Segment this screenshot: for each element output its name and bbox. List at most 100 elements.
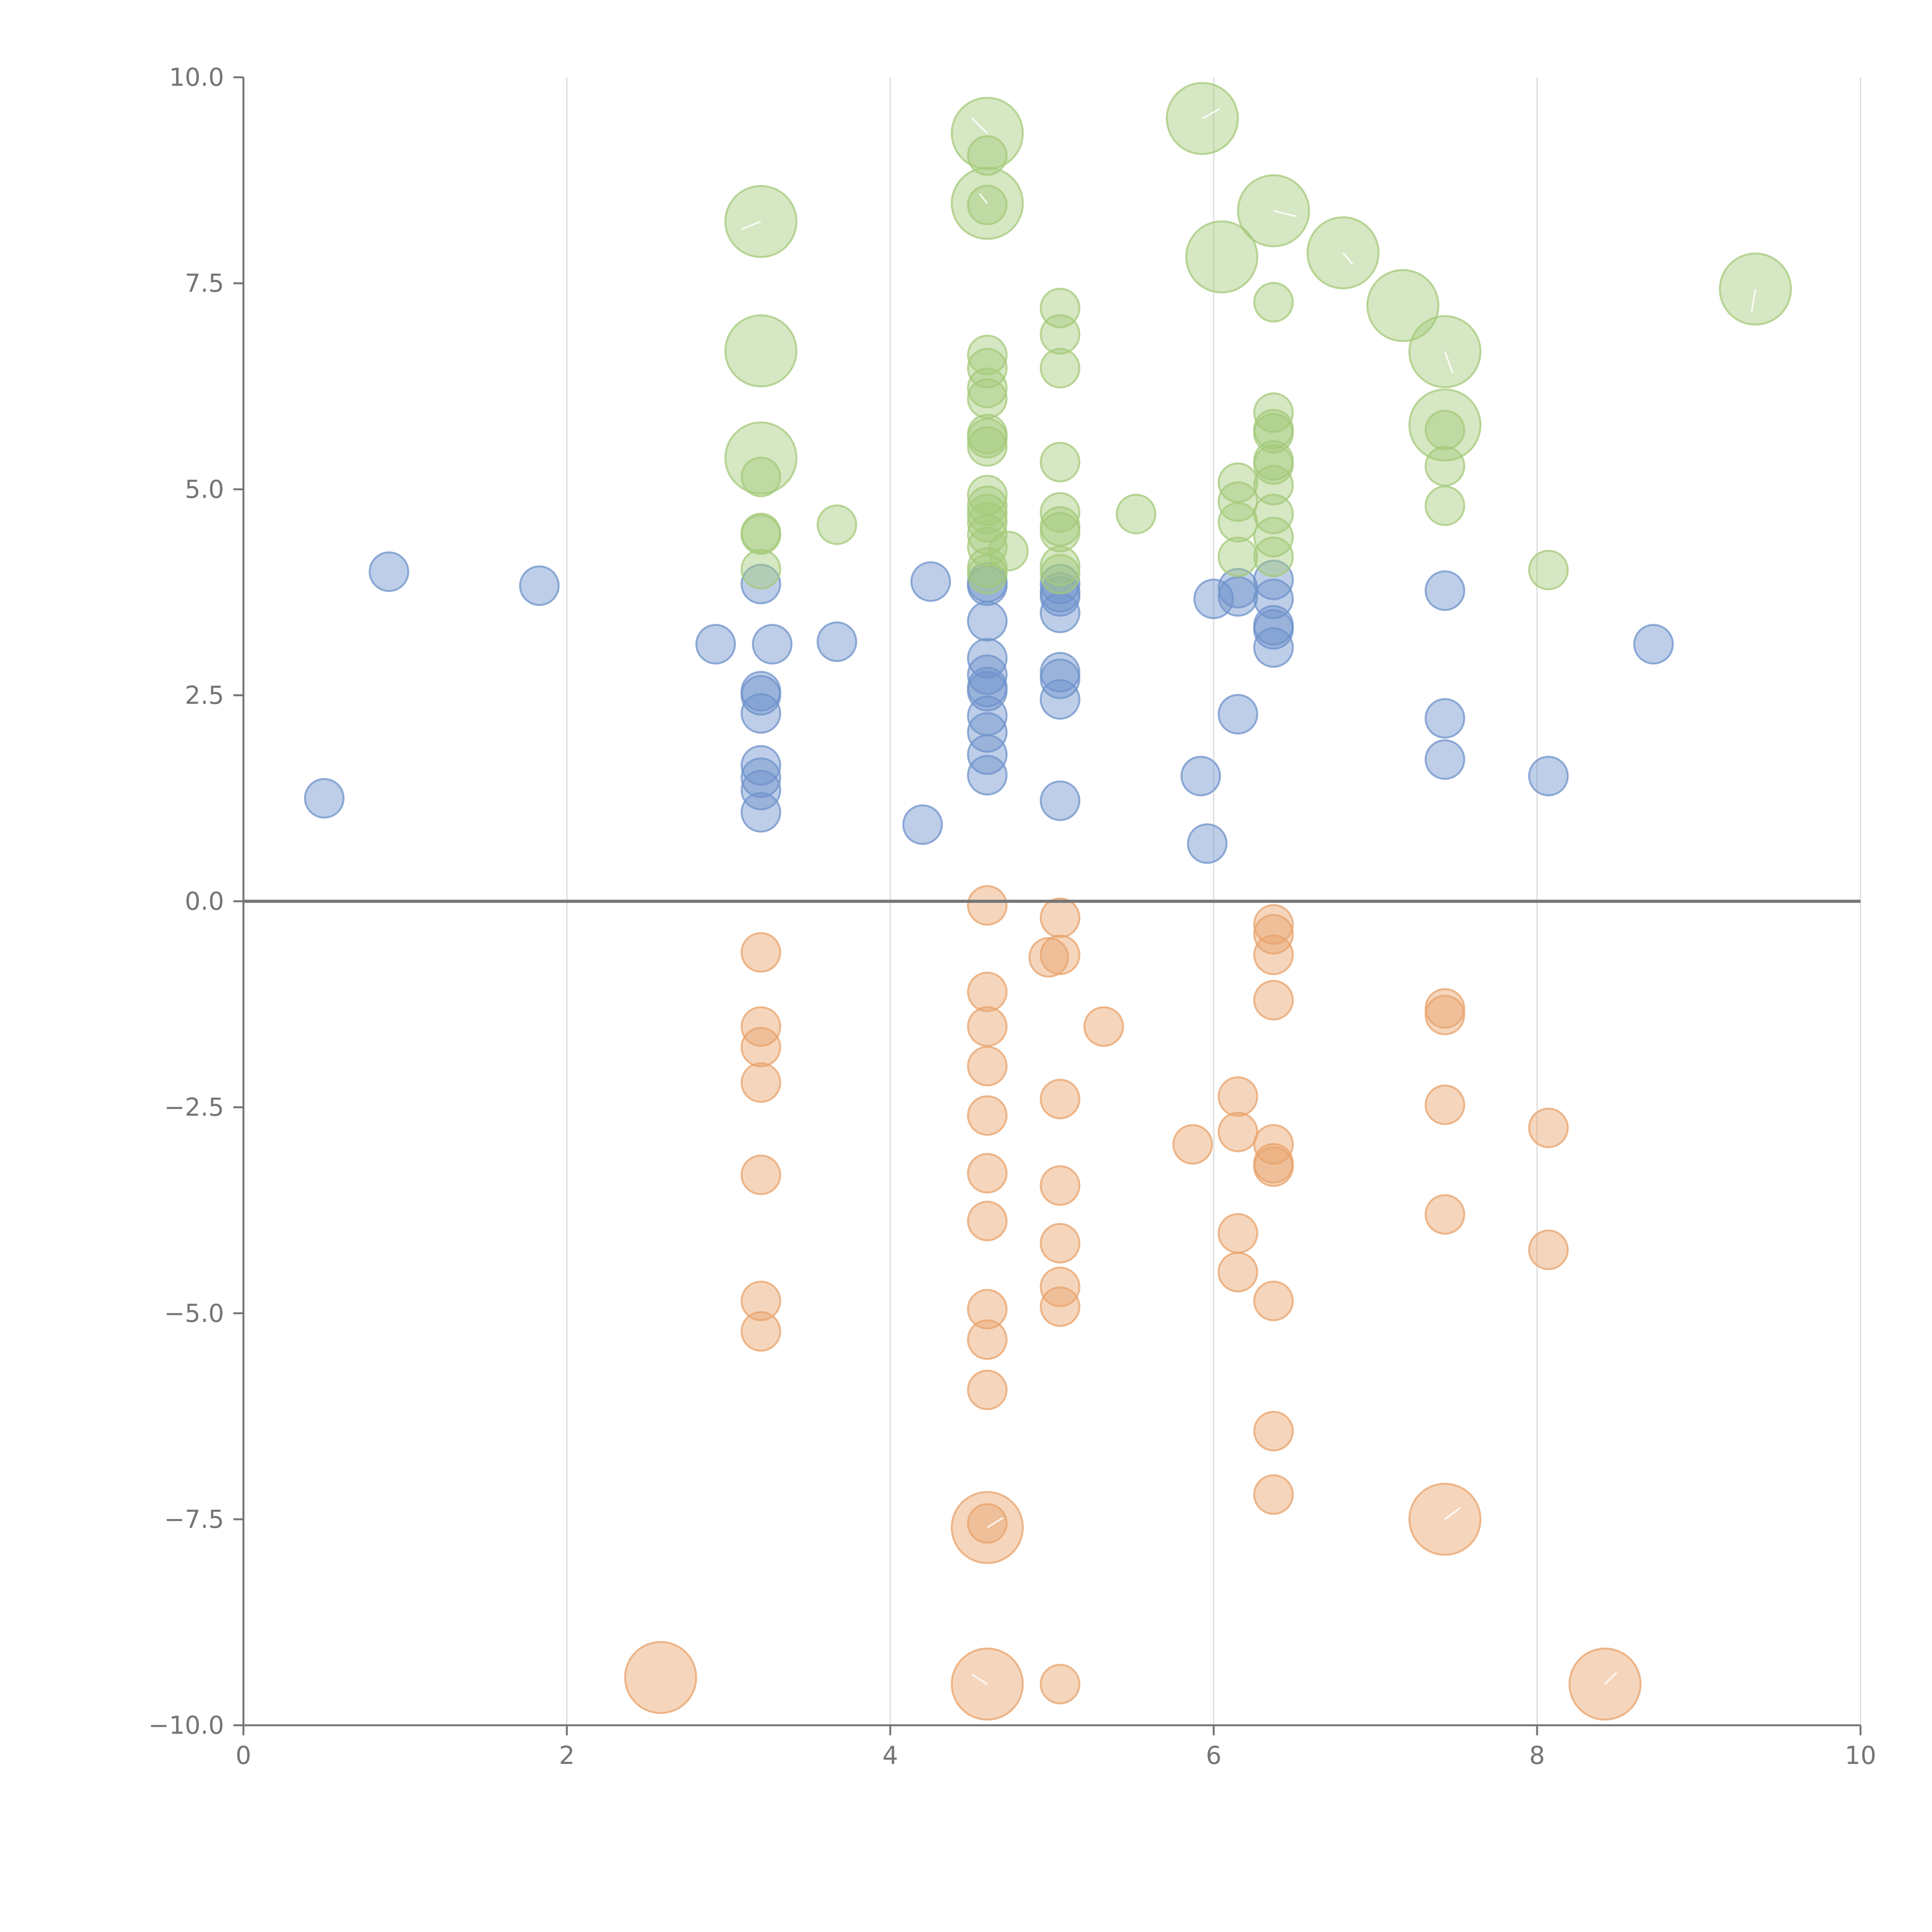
data-point-blue bbox=[1187, 823, 1228, 864]
data-point-green bbox=[1253, 465, 1294, 506]
data-point-orange bbox=[740, 1311, 781, 1352]
data-point-blue bbox=[1039, 679, 1080, 720]
data-point-blue bbox=[740, 745, 781, 786]
data-point-blue bbox=[1633, 624, 1674, 665]
data-point-green bbox=[724, 314, 798, 388]
data-point-green bbox=[1253, 493, 1294, 534]
data-point-blue bbox=[1039, 592, 1080, 633]
data-point-green bbox=[967, 485, 1008, 526]
annotation-leader-line bbox=[1273, 210, 1297, 218]
data-point-green bbox=[1218, 481, 1259, 522]
data-point-blue bbox=[740, 792, 781, 833]
data-point-blue bbox=[967, 638, 1008, 679]
data-point-orange bbox=[1039, 1223, 1080, 1264]
data-point-green bbox=[967, 135, 1008, 176]
y-tick-label: 5.0 bbox=[185, 475, 224, 504]
data-point-orange bbox=[967, 1319, 1008, 1360]
data-point-green bbox=[988, 531, 1029, 571]
data-point-orange bbox=[967, 971, 1008, 1012]
annotation-leader-line bbox=[1751, 289, 1756, 313]
y-tick-label: −5.0 bbox=[164, 1299, 224, 1328]
data-point-orange bbox=[1253, 934, 1294, 975]
data-point-orange bbox=[1253, 980, 1294, 1020]
data-point-orange bbox=[740, 1154, 781, 1195]
data-point-blue bbox=[1039, 780, 1080, 821]
data-point-green bbox=[1039, 546, 1080, 587]
data-point-blue bbox=[967, 734, 1008, 775]
data-point-orange bbox=[740, 1062, 781, 1103]
y-tick-label: 10.0 bbox=[169, 63, 224, 92]
data-point-blue bbox=[1528, 755, 1569, 796]
data-point-blue bbox=[967, 654, 1008, 695]
annotation-leader-line bbox=[1444, 1507, 1461, 1520]
data-point-blue bbox=[1039, 576, 1080, 617]
annotation-leader-line bbox=[971, 1673, 988, 1685]
data-point-blue bbox=[1253, 627, 1294, 668]
data-point-orange bbox=[1028, 937, 1069, 978]
data-point-blue bbox=[1039, 658, 1080, 699]
data-point-orange bbox=[967, 1046, 1008, 1087]
data-point-green bbox=[1185, 220, 1259, 294]
data-point-blue bbox=[1253, 609, 1294, 650]
data-point-green bbox=[1253, 444, 1294, 485]
data-point-blue bbox=[902, 804, 943, 845]
data-point-green bbox=[967, 378, 1008, 419]
y-tick-label: 2.5 bbox=[185, 681, 224, 710]
annotation-leader-line bbox=[1604, 1672, 1617, 1685]
annotation-leader-line bbox=[1444, 351, 1454, 373]
data-point-blue bbox=[1424, 739, 1465, 780]
y-tick-label: 7.5 bbox=[185, 269, 224, 298]
data-point-orange bbox=[1528, 1107, 1569, 1148]
data-point-blue bbox=[740, 757, 781, 798]
data-point-green bbox=[1253, 392, 1294, 433]
data-point-orange bbox=[740, 1281, 781, 1321]
data-point-orange bbox=[967, 1153, 1008, 1194]
data-point-blue bbox=[1218, 576, 1259, 617]
annotation-leader-line bbox=[741, 221, 761, 230]
data-point-green bbox=[816, 504, 857, 545]
x-tick-label: 8 bbox=[1529, 1742, 1545, 1770]
data-point-blue bbox=[816, 621, 857, 662]
data-point-green bbox=[967, 554, 1008, 595]
data-point-green bbox=[1218, 502, 1259, 543]
x-tick-label: 0 bbox=[236, 1742, 252, 1770]
data-point-green bbox=[1424, 410, 1465, 451]
data-point-orange bbox=[967, 1095, 1008, 1136]
data-point-blue bbox=[967, 671, 1008, 712]
data-point-blue bbox=[1424, 698, 1465, 739]
data-point-green bbox=[1366, 269, 1440, 342]
data-point-blue bbox=[1180, 755, 1221, 796]
data-point-orange bbox=[1039, 934, 1080, 975]
data-point-green bbox=[967, 426, 1008, 467]
data-point-green bbox=[740, 549, 781, 590]
data-point-orange bbox=[1253, 1281, 1294, 1321]
series-green bbox=[724, 82, 1792, 595]
data-point-green bbox=[1424, 485, 1465, 526]
data-point-green bbox=[1253, 536, 1294, 577]
data-point-green bbox=[740, 514, 781, 555]
data-point-orange bbox=[740, 1027, 781, 1068]
data-point-green bbox=[1424, 446, 1465, 487]
data-point-orange bbox=[967, 1369, 1008, 1410]
data-point-green bbox=[967, 185, 1008, 226]
x-tick-label: 4 bbox=[883, 1742, 898, 1770]
data-point-orange bbox=[740, 1006, 781, 1047]
data-point-green bbox=[1528, 549, 1569, 590]
data-point-blue bbox=[740, 770, 781, 811]
data-point-orange bbox=[1424, 1084, 1465, 1125]
data-point-green bbox=[967, 493, 1008, 534]
data-point-green bbox=[1039, 348, 1080, 389]
series-orange bbox=[624, 885, 1642, 1721]
data-point-orange bbox=[1424, 995, 1465, 1036]
data-point-orange bbox=[1218, 1252, 1259, 1293]
data-point-orange bbox=[1218, 1076, 1259, 1117]
y-tick-label: −10.0 bbox=[148, 1711, 224, 1740]
annotation-leader-line bbox=[971, 117, 988, 134]
data-point-green bbox=[1039, 442, 1080, 483]
tick-marks-and-labels: 0 2 4 6 8 10 −10.0 −7.5 −5.0 −2.5 0.0 2.5 5.0 7.5 10.0 bbox=[148, 63, 1876, 1770]
data-point-green bbox=[967, 418, 1008, 459]
data-point-orange bbox=[1253, 1474, 1294, 1515]
data-point-orange bbox=[967, 885, 1008, 926]
data-point-blue bbox=[967, 712, 1008, 753]
data-point-blue bbox=[695, 624, 736, 665]
